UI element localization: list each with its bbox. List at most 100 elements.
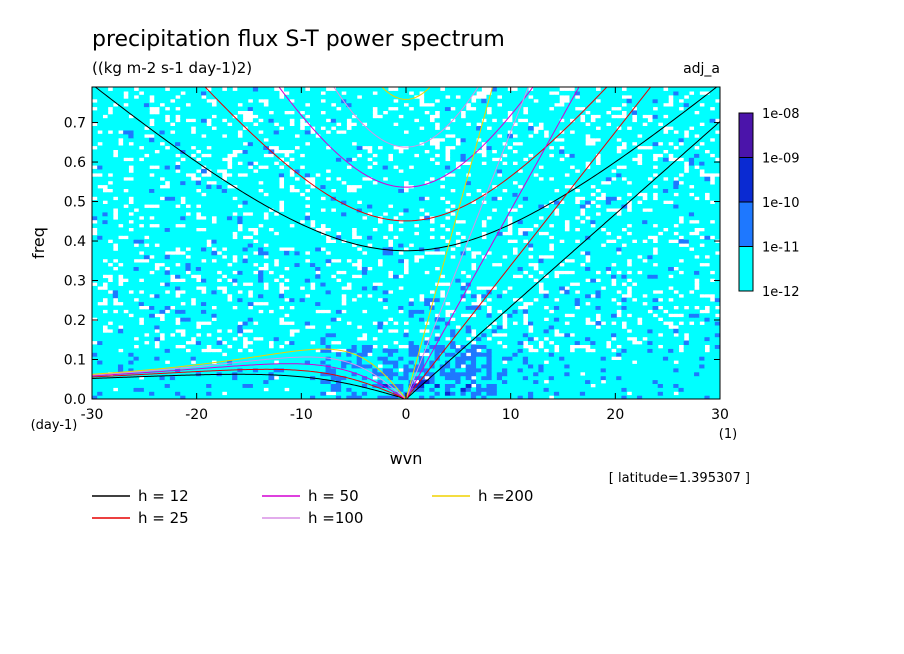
spectrum-cell xyxy=(662,274,669,279)
spectrum-cell xyxy=(626,360,633,365)
spectrum-cell xyxy=(154,254,161,260)
spectrum-cell xyxy=(512,324,519,330)
spectrum-cell xyxy=(714,223,720,228)
spectrum-cell xyxy=(175,360,181,365)
spectrum-cell xyxy=(382,324,389,330)
spectrum-cell xyxy=(605,266,612,271)
spectrum-cell xyxy=(709,379,716,384)
spectrum-cell xyxy=(636,289,643,295)
spectrum-cell xyxy=(668,328,674,334)
spectrum-cell xyxy=(460,321,467,326)
spectrum-cell xyxy=(289,317,296,322)
spectrum-cell xyxy=(450,332,456,338)
spectrum-cell xyxy=(367,305,373,310)
spectrum-cell xyxy=(117,387,124,392)
spectrum-cell xyxy=(424,348,430,353)
spectrum-cell xyxy=(315,328,321,334)
spectrum-cell xyxy=(657,215,664,221)
spectrum-cell xyxy=(361,246,368,252)
spectrum-cell xyxy=(154,235,161,240)
spectrum-cell xyxy=(143,219,150,225)
spectrum-cell xyxy=(668,352,674,357)
spectrum-cell xyxy=(351,375,358,381)
spectrum-cell xyxy=(97,270,103,275)
spectrum-cell xyxy=(527,336,534,342)
spectrum-cell xyxy=(128,324,135,330)
spectrum-cell xyxy=(377,278,384,283)
spectrum-cell xyxy=(273,336,280,342)
spectrum-cell xyxy=(216,227,223,232)
spectrum-cell xyxy=(418,239,425,244)
spectrum-cell xyxy=(325,360,332,365)
spectrum-cell xyxy=(273,243,280,248)
spectrum-cell xyxy=(642,243,648,248)
spectrum-cell xyxy=(709,391,716,396)
spectrum-cell xyxy=(133,211,140,217)
spectrum-cell xyxy=(517,348,524,353)
spectrum-cell xyxy=(393,344,399,349)
spectrum-cell xyxy=(294,332,301,338)
spectrum-cell xyxy=(616,215,622,221)
spectrum-cell xyxy=(149,266,155,271)
spectrum-cell xyxy=(585,383,591,388)
spectrum-cell xyxy=(600,293,607,299)
spectrum-cell xyxy=(502,383,508,388)
spectrum-cell xyxy=(507,254,513,260)
spectrum-cell xyxy=(185,239,192,244)
spectrum-cell xyxy=(476,223,482,228)
spectrum-cell xyxy=(579,266,586,271)
spectrum-cell xyxy=(252,379,259,384)
spectrum-cell xyxy=(538,274,545,279)
spectrum-cell xyxy=(704,371,711,377)
spectrum-cell xyxy=(294,243,301,248)
spectrum-cell xyxy=(341,278,347,283)
spectrum-cell xyxy=(574,250,581,256)
spectrum-cell xyxy=(647,243,654,248)
spectrum-cell xyxy=(600,297,607,303)
spectrum-cell xyxy=(631,223,638,228)
spectrum-cell xyxy=(522,309,529,314)
spectrum-cell xyxy=(450,379,456,384)
spectrum-cell xyxy=(206,336,212,342)
spectrum-cell xyxy=(444,344,451,349)
spectrum-cell xyxy=(289,379,296,384)
spectrum-cell xyxy=(154,239,161,244)
spectrum-cell xyxy=(408,254,415,260)
spectrum-cell xyxy=(569,301,576,306)
spectrum-cell xyxy=(408,379,415,384)
spectrum-cell xyxy=(543,301,550,306)
spectrum-cell xyxy=(216,321,223,326)
spectrum-cell xyxy=(517,266,524,271)
spectrum-cell xyxy=(123,282,129,287)
spectrum-cell xyxy=(585,371,591,377)
spectrum-cell xyxy=(496,246,503,252)
spectrum-cell xyxy=(237,313,244,318)
spectrum-cell xyxy=(216,301,223,306)
spectrum-cell xyxy=(190,246,197,252)
spectrum-cell xyxy=(434,363,441,369)
spectrum-cell xyxy=(242,375,249,381)
spectrum-cell xyxy=(175,305,181,310)
spectrum-cell xyxy=(673,285,680,291)
spectrum-cell xyxy=(185,289,192,295)
spectrum-cell xyxy=(128,254,135,260)
spectrum-cell xyxy=(626,348,633,353)
spectrum-cell xyxy=(211,324,218,330)
spectrum-cell xyxy=(211,231,218,236)
spectrum-cell xyxy=(429,297,436,303)
spectrum-cell xyxy=(102,383,109,388)
spectrum-cell xyxy=(533,375,539,381)
spectrum-cell xyxy=(585,246,591,252)
spectrum-cell xyxy=(709,344,716,349)
spectrum-cell xyxy=(564,309,571,314)
spectrum-cell xyxy=(377,324,384,330)
spectrum-cell xyxy=(112,305,119,310)
spectrum-cell xyxy=(263,250,270,256)
spectrum-cell xyxy=(123,223,129,228)
spectrum-cell xyxy=(346,371,353,377)
spectrum-cell xyxy=(553,313,560,318)
spectrum-cell xyxy=(460,371,467,377)
spectrum-cell xyxy=(611,219,617,225)
spectrum-cell xyxy=(455,301,462,306)
spectrum-cell xyxy=(278,223,285,228)
